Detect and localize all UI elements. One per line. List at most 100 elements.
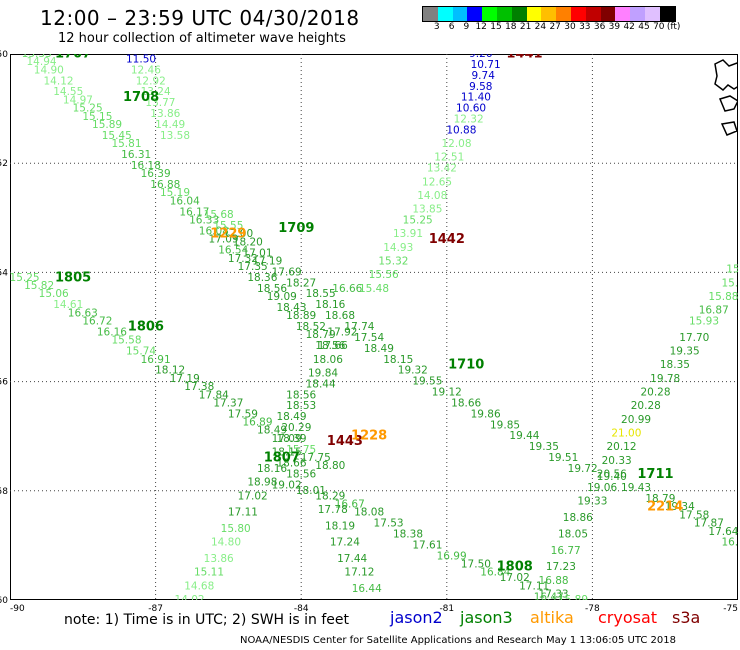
wave-height-value: 21.00 bbox=[611, 427, 641, 439]
wave-height-value: 16.87 bbox=[699, 305, 729, 317]
satellite-altika: altika bbox=[530, 608, 574, 627]
track-time-label: 1709 bbox=[278, 221, 314, 236]
wave-height-value: 14.90 bbox=[34, 64, 64, 76]
track-time-label: 1707 bbox=[55, 54, 91, 62]
wave-height-value: 18.44 bbox=[306, 378, 336, 390]
track-time-label: 1711 bbox=[637, 467, 673, 482]
wave-height-value: 18.08 bbox=[354, 507, 384, 519]
wave-height-value: 16.47 bbox=[534, 591, 564, 600]
wave-height-value: 17.24 bbox=[330, 537, 360, 549]
wave-height-value: 19.09 bbox=[267, 291, 297, 303]
wave-height-value: 12.92 bbox=[136, 75, 166, 87]
wave-height-value: 16.84 bbox=[480, 567, 510, 579]
legend-label: 33 bbox=[579, 22, 591, 32]
wave-height-value: 18.79 bbox=[306, 329, 336, 341]
wave-height-value: 17.61 bbox=[412, 539, 442, 551]
wave-height-value: 18.19 bbox=[325, 520, 355, 532]
wave-height-value: 16.88 bbox=[539, 575, 569, 587]
wave-height-value: 20.33 bbox=[602, 455, 632, 467]
wave-height-value: 14.61 bbox=[53, 299, 83, 311]
legend-swatch bbox=[452, 7, 468, 21]
wave-height-value: 15.32 bbox=[378, 255, 408, 267]
legend-label: 27 bbox=[549, 22, 561, 32]
wave-height-value: 19.43 bbox=[621, 482, 651, 494]
wave-height-value: 9.58 bbox=[469, 81, 492, 93]
wave-height-value: 15.74 bbox=[126, 346, 156, 358]
wave-height-value: 18.79 bbox=[645, 493, 675, 505]
wave-height-value: 14.02 bbox=[175, 594, 205, 600]
wave-height-value: 18.68 bbox=[325, 310, 355, 322]
wave-height-value: 19.35 bbox=[529, 441, 559, 453]
wave-height-value: 16.77 bbox=[551, 545, 581, 557]
wave-height-value: 19.78 bbox=[650, 373, 680, 385]
longitude-label: -78 bbox=[585, 604, 600, 614]
wave-height-value: 11.40 bbox=[461, 92, 491, 104]
wave-height-value: 18.15 bbox=[383, 354, 413, 366]
wave-height-value: 16.31 bbox=[121, 149, 151, 161]
satellite-cryosat: cryosat bbox=[598, 608, 658, 627]
wave-height-value: 18.01 bbox=[296, 485, 326, 497]
wave-height-value: 17.54 bbox=[354, 332, 384, 344]
wave-height-value: 12.65 bbox=[422, 176, 452, 188]
wave-height-value: 17.37 bbox=[213, 397, 243, 409]
wave-height-value: 19.55 bbox=[412, 376, 442, 388]
wave-height-value: 17.64 bbox=[708, 526, 738, 538]
latitude-label: -54 bbox=[0, 268, 8, 278]
longitude-label: -90 bbox=[10, 604, 25, 614]
wave-height-value: 15.19 bbox=[160, 187, 190, 199]
wave-height-value: 14.08 bbox=[417, 190, 447, 202]
legend-swatch bbox=[496, 7, 512, 21]
wave-height-value: 18.43 bbox=[276, 302, 306, 314]
wave-height-map: 15.3314.9414.9014.1214.5514.9715.2515.15… bbox=[10, 54, 738, 600]
wave-height-value: 16.16 bbox=[97, 326, 127, 338]
wave-height-value: 13.85 bbox=[412, 204, 442, 216]
wave-height-value: 12.32 bbox=[454, 114, 484, 126]
legend-label: 39 bbox=[608, 22, 621, 32]
wave-height-value: 17.38 bbox=[184, 381, 214, 393]
wave-height-value: 14.94 bbox=[27, 56, 57, 68]
wave-height-value: 13.86 bbox=[204, 553, 234, 565]
wave-height-value: 18.56 bbox=[257, 283, 287, 295]
legend-swatch bbox=[467, 7, 483, 21]
wave-height-value: 18.36 bbox=[247, 272, 277, 284]
satellite-jason3: jason3 bbox=[460, 608, 513, 627]
wave-height-value: 17.12 bbox=[344, 567, 374, 579]
wave-height-value: 17.11 bbox=[228, 507, 258, 519]
wave-height-value: 18.15 bbox=[272, 447, 302, 459]
wave-height-value: 18.56 bbox=[315, 340, 345, 352]
wave-height-value: 16.39 bbox=[141, 168, 171, 180]
wave-height-value: 18.89 bbox=[286, 310, 316, 322]
wave-height-value: 11.50 bbox=[126, 54, 156, 65]
legend-swatch bbox=[644, 7, 660, 21]
wave-height-value: 15.68 bbox=[204, 209, 234, 221]
legend-label: 12 bbox=[475, 22, 487, 32]
wave-height-value: 17.09 bbox=[272, 433, 302, 445]
wave-height-value: 19.34 bbox=[665, 501, 695, 513]
wave-height-value: 18.52 bbox=[296, 321, 326, 333]
wave-height-value: 15.89 bbox=[558, 594, 588, 600]
wave-height-value: 17.44 bbox=[337, 553, 367, 565]
track-time-label: 1807 bbox=[264, 451, 300, 466]
wave-height-value: 17.53 bbox=[374, 518, 404, 530]
wave-height-value: 16.08 bbox=[199, 225, 229, 237]
legend-label: 15 bbox=[490, 22, 502, 32]
wave-height-value: 15.11 bbox=[194, 567, 224, 579]
legend-label: 6 bbox=[448, 22, 455, 32]
wave-height-value: 17.59 bbox=[228, 408, 258, 420]
wave-height-value: 19.12 bbox=[432, 387, 462, 399]
wave-height-value: 17.35 bbox=[238, 261, 268, 273]
latitude-label: -52 bbox=[0, 159, 8, 169]
wave-height-value: 18.55 bbox=[306, 288, 336, 300]
wave-height-value: 17.09 bbox=[209, 234, 239, 246]
map-frame bbox=[10, 54, 738, 600]
wave-height-value: 14.97 bbox=[63, 94, 93, 106]
wave-height-value: 20.28 bbox=[631, 400, 661, 412]
wave-height-value: 17.02 bbox=[238, 490, 268, 502]
legend-label: 3 bbox=[433, 22, 440, 32]
wave-height-value: 15.55 bbox=[213, 220, 243, 232]
wave-height-value: 14.49 bbox=[155, 119, 185, 131]
wave-height-value: 19.72 bbox=[568, 463, 598, 475]
wave-height-value: 15.58 bbox=[111, 335, 141, 347]
track-time-label: 1229 bbox=[210, 227, 246, 242]
